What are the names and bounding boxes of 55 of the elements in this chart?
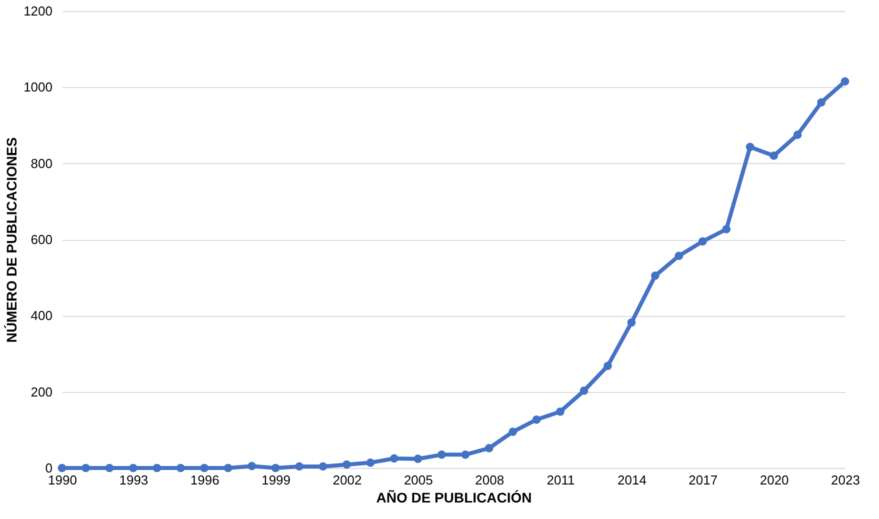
point: [532, 415, 541, 424]
point: [722, 225, 731, 234]
point: [674, 252, 684, 260]
point: [176, 464, 185, 472]
point: [484, 444, 494, 452]
x-tick-label: 2008: [475, 472, 504, 488]
point: [627, 318, 636, 327]
point: [817, 98, 826, 107]
x-tick-label: 1999: [262, 472, 291, 488]
point: [414, 454, 422, 464]
x-tick-label: 1990: [48, 472, 77, 488]
point: [58, 464, 66, 472]
point: [318, 462, 328, 471]
y-tick-label: 400: [30, 308, 52, 324]
x-tick-label: 2014: [617, 472, 646, 488]
y-axis-title: NÚMERO DE PUBLICACIONES: [4, 137, 20, 343]
point: [224, 464, 232, 472]
y-tick-label: 1000: [24, 80, 52, 95]
point: [390, 454, 398, 463]
point: [248, 462, 256, 470]
x-tick-label: 2002: [332, 472, 362, 488]
point: [770, 152, 778, 160]
point: [746, 142, 754, 152]
point: [604, 362, 612, 370]
x-tick-label: 2023: [831, 472, 860, 488]
point: [152, 464, 162, 472]
y-tick-label: 200: [30, 384, 52, 400]
point: [82, 464, 90, 472]
x-tick-label: 2005: [404, 472, 433, 488]
x-tick-label: 2011: [546, 472, 575, 488]
y-tick-label: 1200: [24, 4, 52, 18]
point: [105, 464, 114, 472]
point: [129, 464, 138, 472]
point: [698, 237, 707, 246]
point: [508, 428, 517, 436]
point: [651, 272, 660, 280]
point: [200, 464, 209, 472]
x-tick-label: 1993: [119, 472, 148, 488]
x-axis-title: AÑO DE PUBLICACIÓN: [376, 490, 532, 506]
x-tick-label: 2020: [760, 472, 789, 488]
point: [556, 407, 564, 416]
y-tick-label: 600: [30, 232, 52, 247]
point: [342, 460, 351, 469]
point: [271, 464, 280, 472]
point: [793, 130, 802, 139]
point: [295, 462, 304, 471]
point: [461, 450, 470, 459]
point: [840, 77, 850, 86]
point: [437, 450, 446, 459]
point: [366, 458, 375, 467]
x-tick-label: 1996: [190, 472, 220, 488]
y-tick-label: 800: [30, 156, 52, 171]
y-tick-label: 0: [45, 460, 52, 476]
point: [580, 386, 588, 395]
x-tick-label: 2017: [688, 472, 718, 488]
